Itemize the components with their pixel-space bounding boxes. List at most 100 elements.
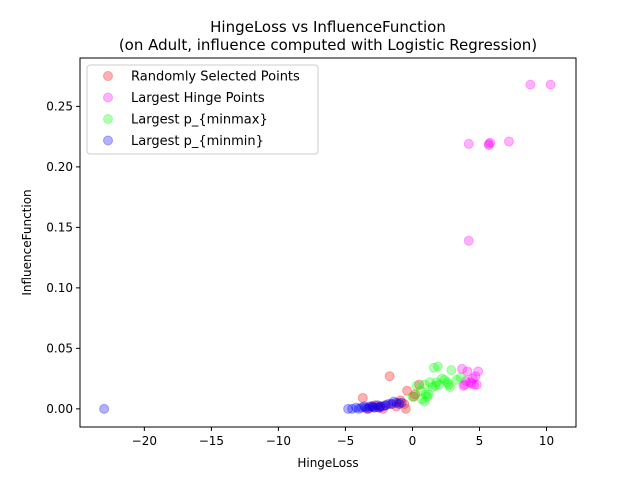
scatter-point-s1-1 (545, 79, 556, 90)
y-axis-label: InfluenceFunction (20, 189, 34, 295)
scatter-point-s3-12 (391, 397, 402, 408)
legend-label: Largest p_{minmax} (131, 113, 268, 128)
scatter-point-s3-17 (368, 402, 379, 413)
scatter-point-s3-10 (380, 400, 391, 411)
y-tick-label: 0.20 (46, 160, 73, 174)
chart-subtitle: (on Adult, influence computed with Logis… (119, 36, 537, 54)
scatter-point-s1-12 (459, 379, 470, 390)
scatter-point-s2-11 (444, 382, 455, 393)
scatter-point-s3-2 (351, 402, 362, 413)
legend-label: Randomly Selected Points (131, 70, 300, 85)
scatter-point-s1-18 (470, 371, 481, 382)
scatter-point-s0-3 (402, 385, 413, 396)
y-tick-label: 0.05 (46, 341, 73, 355)
scatter-point-s0-10 (361, 403, 372, 414)
scatter-points (99, 79, 556, 414)
legend-marker (103, 92, 113, 103)
scatter-point-s1-16 (466, 378, 477, 389)
legend: Randomly Selected Points Largest Hinge Po… (86, 64, 319, 155)
scatter-point-s3-13 (394, 399, 405, 410)
scatter-point-s2-1 (432, 361, 443, 372)
x-tick-label: 10 (539, 434, 554, 448)
scatter-point-s3-21 (383, 399, 394, 410)
scatter-point-s0-4 (410, 389, 421, 400)
scatter-point-s0-0 (357, 392, 368, 403)
scatter-point-s1-0 (525, 79, 536, 90)
legend-marker (103, 71, 113, 81)
legend-marker (103, 114, 113, 124)
plot-frame (79, 57, 577, 428)
scatter-point-s1-10 (473, 366, 484, 377)
scatter-point-s0-5 (414, 379, 425, 390)
scatter-point-s3-5 (364, 401, 375, 412)
y-tick-label: 0.10 (46, 281, 73, 295)
scatter-point-s0-15 (369, 400, 380, 411)
scatter-point-s0-11 (377, 403, 388, 414)
scatter-point-s3-0 (99, 403, 110, 414)
scatter-point-s1-3 (483, 138, 494, 149)
scatter-point-s0-7 (380, 400, 391, 411)
y-tick-label: 0.15 (46, 220, 73, 234)
scatter-point-s3-15 (356, 402, 367, 413)
scatter-point-s3-1 (343, 403, 354, 414)
scatter-point-s3-9 (375, 401, 386, 412)
scatter-point-s0-19 (364, 402, 375, 413)
scatter-point-s2-17 (427, 382, 438, 393)
scatter-point-s0-18 (375, 401, 386, 412)
scatter-point-s2-22 (455, 372, 466, 383)
scatter-point-s3-16 (363, 403, 374, 414)
scatter-point-s2-5 (419, 379, 430, 390)
scatter-point-s1-6 (503, 136, 514, 147)
y-tick-label: 0.00 (46, 402, 73, 416)
scatter-point-s1-13 (465, 377, 476, 388)
x-axis-ticks: −20 −15 −10 −5 0 5 10 (132, 427, 554, 448)
legend-label: Largest Hinge Points (131, 91, 265, 106)
scatter-point-s2-0 (428, 362, 439, 373)
scatter-point-s0-16 (391, 401, 402, 412)
scatter-point-s2-21 (431, 377, 442, 388)
scatter-point-s2-15 (419, 396, 430, 407)
scatter-point-s3-6 (367, 401, 378, 412)
y-axis-ticks: 0.00 0.05 0.10 0.15 0.20 0.25 (46, 99, 80, 416)
scatter-point-s3-14 (388, 396, 399, 407)
y-tick-label: 0.25 (46, 99, 73, 113)
scatter-point-s3-4 (360, 402, 371, 413)
scatter-point-s1-11 (467, 373, 478, 384)
chart-title: HingeLoss vs InfluenceFunction (210, 18, 446, 36)
x-tick-label: −5 (337, 434, 355, 448)
scatter-point-s3-7 (369, 402, 380, 413)
scatter-point-s3-19 (347, 403, 358, 414)
scatter-point-s1-7 (463, 235, 474, 246)
scatter-point-s0-9 (367, 401, 378, 412)
scatter-point-s0-1 (384, 371, 395, 382)
scatter-point-s0-12 (387, 399, 398, 410)
scatter-point-s2-4 (424, 377, 435, 388)
scatter-point-s1-8 (457, 363, 468, 374)
scatter-point-s0-8 (373, 402, 384, 413)
scatter-point-s2-7 (442, 377, 453, 388)
legend-marker (103, 135, 113, 146)
scatter-point-s2-19 (439, 374, 450, 385)
scatter-point-s1-14 (469, 379, 480, 390)
scatter-point-s2-6 (411, 380, 422, 391)
scatter-point-s1-15 (471, 379, 482, 390)
scatter-point-s2-2 (446, 365, 457, 376)
scatter-point-s2-12 (420, 389, 431, 400)
x-tick-label: −15 (199, 434, 224, 448)
scatter-point-s1-2 (463, 138, 474, 149)
scatter-point-s3-20 (359, 401, 370, 412)
scatter-point-s0-2 (400, 403, 411, 414)
scatter-point-s3-18 (377, 401, 388, 412)
scatter-point-s2-18 (407, 391, 418, 402)
scatter-point-s2-14 (416, 394, 427, 405)
scatter-point-s1-5 (483, 140, 494, 151)
scatter-point-s2-10 (434, 379, 445, 390)
scatter-point-s3-8 (372, 400, 383, 411)
scatter-point-s3-23 (373, 402, 384, 413)
scatter-point-s2-16 (423, 389, 434, 400)
scatter-point-s2-3 (436, 373, 447, 384)
x-tick-label: 5 (476, 434, 484, 448)
x-axis-label: HingeLoss (297, 456, 358, 470)
scatter-point-s1-19 (458, 380, 469, 391)
